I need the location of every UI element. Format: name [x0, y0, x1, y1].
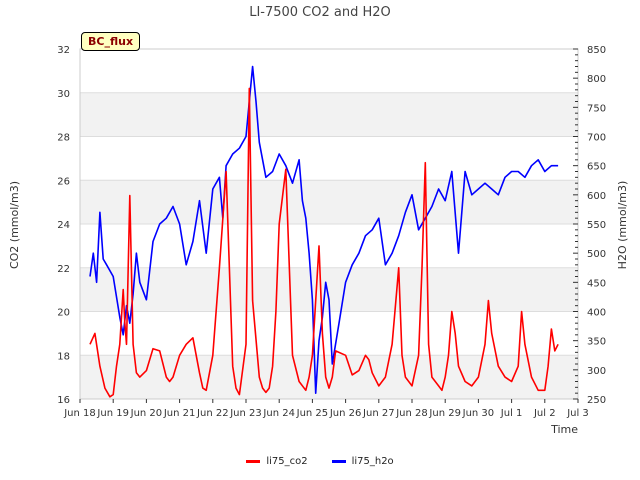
- x-tick-label: Jun 29: [428, 408, 461, 419]
- plot-band: [80, 180, 578, 224]
- x-tick-label: Jun 25: [296, 408, 329, 419]
- y-axis-left: 16 18 20 22 24 26 28 30 32: [57, 45, 70, 406]
- y-right-tick-label: 650: [587, 162, 606, 173]
- x-tick-label: Jun 27: [362, 408, 395, 419]
- y-right-tick-label: 800: [587, 74, 606, 85]
- legend-item-h2o: li75_h2o: [331, 452, 394, 470]
- legend-label-h2o: li75_h2o: [351, 455, 394, 467]
- y-left-tick-label: 32: [57, 45, 70, 56]
- legend: li75_co2 li75_h2o: [0, 452, 640, 470]
- y-right-tick-label: 300: [587, 366, 606, 377]
- y-right-tick-label: 750: [587, 103, 606, 114]
- plot-background: [80, 49, 578, 399]
- y-axis-left-label: CO2 (mmol/m3): [8, 181, 21, 269]
- site-badge: BC_flux: [81, 32, 141, 51]
- plot-band: [80, 136, 578, 181]
- series-line-li75_h2o: [89, 65, 559, 395]
- x-tick-label: Jun 20: [130, 408, 163, 419]
- x-tick-label: Jun 21: [163, 408, 196, 419]
- plot-band: [80, 224, 578, 268]
- y-axis-right: 250 300 350 400 450 500 550 600 650 700 750 800 850: [573, 45, 606, 406]
- x-tick-label: Jul 2: [533, 408, 556, 419]
- x-tick-label: Jun 26: [329, 408, 362, 419]
- y-right-tick-label: 400: [587, 308, 606, 319]
- x-tick-label: Jun 24: [262, 408, 295, 419]
- y-right-tick-label: 700: [587, 133, 606, 144]
- y-right-tick-label: 500: [587, 249, 606, 260]
- plot-band: [80, 49, 578, 93]
- y-right-tick-label: 350: [587, 337, 606, 348]
- x-axis-label: Time: [550, 423, 578, 436]
- y-left-tick-label: 16: [57, 395, 70, 406]
- y-left-tick-label: 30: [57, 89, 70, 100]
- y-axis-right-label: H2O (mmol/m3): [616, 181, 629, 270]
- y-left-tick-label: 22: [57, 264, 70, 275]
- x-tick-label: Jun 23: [229, 408, 262, 419]
- x-tick-label: Jul 1: [500, 408, 523, 419]
- y-right-tick-label: 850: [587, 45, 606, 56]
- x-tick-label: Jun 22: [196, 408, 229, 419]
- x-tick-label: Jul 3: [566, 408, 589, 419]
- chart-title: LI-7500 CO2 and H2O: [249, 5, 391, 20]
- y-left-tick-label: 24: [57, 220, 70, 231]
- legend-swatch-co2: [246, 459, 261, 463]
- x-tick-label: Jun 19: [96, 408, 129, 419]
- y-right-tick-label: 550: [587, 220, 606, 231]
- x-tick-label: Jun 18: [63, 408, 96, 419]
- x-tick-label: Jun 30: [462, 408, 495, 419]
- series-layer: [89, 65, 559, 398]
- legend-item-co2: li75_co2: [246, 452, 308, 470]
- legend-label-co2: li75_co2: [266, 455, 308, 467]
- y-right-tick-label: 450: [587, 278, 606, 289]
- plot-band: [80, 92, 578, 137]
- y-left-tick-label: 18: [57, 351, 70, 362]
- y-right-tick-label: 600: [587, 191, 606, 202]
- x-axis: Jun 18 Jun 19 Jun 20 Jun 21 Jun 22 Jun 23 Jun …: [63, 399, 589, 419]
- y-left-tick-label: 28: [57, 133, 70, 144]
- series-line-li75_co2: [89, 87, 559, 398]
- y-right-tick-label: 250: [587, 395, 606, 406]
- legend-swatch-h2o: [331, 459, 346, 463]
- y-left-tick-label: 26: [57, 176, 70, 187]
- y-left-tick-label: 20: [57, 308, 70, 319]
- plot-band: [80, 355, 578, 399]
- x-tick-label: Jun 28: [395, 408, 428, 419]
